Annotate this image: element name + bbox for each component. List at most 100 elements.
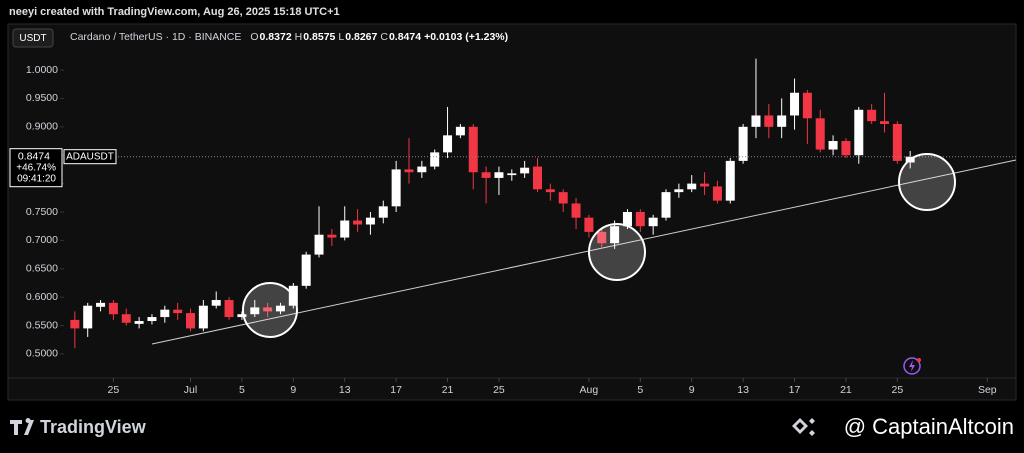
candle-body xyxy=(533,166,542,190)
x-tick-label: 17 xyxy=(390,384,402,396)
candle-body xyxy=(353,220,363,225)
x-tick-label: 21 xyxy=(442,384,454,396)
currency-button-label[interactable]: USDT xyxy=(19,33,46,44)
ohlc-key: H xyxy=(295,31,303,43)
candle-body xyxy=(892,123,902,161)
candle-body xyxy=(340,220,350,238)
ohlc-value: 0.8267 xyxy=(345,31,377,43)
x-tick-label: 25 xyxy=(108,384,120,396)
y-tick-label: 0.6500 xyxy=(26,263,58,275)
y-tick-label: 0.9500 xyxy=(26,92,58,104)
chart-panel xyxy=(7,23,1017,401)
credit-logo xyxy=(792,418,815,436)
brand-name: TradingView xyxy=(40,417,147,437)
top-note: neeyi created with TradingView.com, Aug … xyxy=(9,6,340,18)
candle-body xyxy=(751,115,761,127)
candle-body xyxy=(802,92,812,119)
candle-body xyxy=(327,234,337,238)
credit: @ CaptainAltcoin xyxy=(844,414,1014,439)
candle-body xyxy=(314,234,324,255)
candle-body xyxy=(661,192,671,218)
candle-body xyxy=(777,115,787,127)
candle-body xyxy=(404,169,414,173)
candle-body xyxy=(417,166,427,173)
candle-body xyxy=(764,115,774,127)
candle-body xyxy=(108,302,118,315)
candle-body xyxy=(250,307,260,315)
candle-body xyxy=(635,212,645,227)
candle-body xyxy=(224,300,234,318)
price-label-change: +46.74% xyxy=(16,162,56,173)
candle-body xyxy=(597,231,607,244)
alert-bolt xyxy=(909,360,915,372)
y-tick-label: 0.7500 xyxy=(26,206,58,218)
x-tick-label: 9 xyxy=(290,384,296,396)
x-tick-label: 25 xyxy=(891,384,903,396)
candle-body xyxy=(507,173,517,176)
x-tick-label: 21 xyxy=(840,384,852,396)
candle-body xyxy=(430,152,440,167)
y-tick-label: 0.6000 xyxy=(26,291,58,303)
x-tick-label: Aug xyxy=(580,384,599,396)
candle-body xyxy=(494,172,504,178)
candle-body xyxy=(520,167,530,174)
candle-body xyxy=(391,169,401,207)
x-tick-label: Sep xyxy=(978,384,997,396)
price-label-countdown: 09:41:20 xyxy=(17,173,56,184)
candle-body xyxy=(96,302,106,307)
candle-body xyxy=(712,186,722,201)
candle-body xyxy=(738,126,748,161)
x-tick-label: 13 xyxy=(339,384,351,396)
ohlc-value: 0.8474 xyxy=(389,31,421,43)
candle-body xyxy=(481,172,491,178)
symbol-tag-box xyxy=(63,149,117,165)
currency-button[interactable] xyxy=(12,28,54,48)
candle-body xyxy=(147,317,157,322)
candle-body xyxy=(687,183,697,190)
y-tick-label: 0.7000 xyxy=(26,234,58,246)
x-tick-label: 5 xyxy=(637,384,643,396)
highlight-circle xyxy=(898,153,956,211)
candle-body xyxy=(443,135,453,153)
candle-body xyxy=(237,314,247,318)
candle-body xyxy=(879,121,889,124)
ohlc-key: O xyxy=(250,31,258,43)
candle-body xyxy=(186,313,196,329)
x-tick-label: 17 xyxy=(789,384,801,396)
candle-body xyxy=(828,141,838,150)
x-tick-label: Jul xyxy=(184,384,197,396)
price-label-value: 0.8474 xyxy=(18,150,50,162)
legend-header: Cardano / TetherUS · 1D · BINANCE O 0.8372… xyxy=(70,31,508,43)
candle-body xyxy=(867,109,877,122)
price-label: 0.8474+46.74%09:41:20 ADAUSDT xyxy=(9,148,117,188)
candle-body xyxy=(790,92,800,116)
candle-body xyxy=(365,217,375,225)
symbol-tag: ADAUSDT xyxy=(66,151,114,162)
candle-body xyxy=(301,254,311,286)
alert-icon[interactable] xyxy=(903,357,921,375)
x-tick-label: 25 xyxy=(493,384,505,396)
candle-body xyxy=(160,309,170,318)
y-tick-label: 0.5000 xyxy=(26,348,58,360)
candle-body xyxy=(275,305,285,312)
candle-body xyxy=(815,118,825,150)
candle-body xyxy=(558,192,568,204)
candle-body xyxy=(134,321,144,324)
highlight-circle xyxy=(588,223,646,281)
candle-body xyxy=(725,160,735,201)
y-tick-label: 0.9000 xyxy=(26,121,58,133)
x-tick-label: 9 xyxy=(689,384,695,396)
highlight-circle xyxy=(242,282,298,338)
candle-body xyxy=(854,109,864,156)
candle-body xyxy=(70,319,80,329)
candle-body xyxy=(263,307,273,312)
candle-body xyxy=(121,314,131,323)
y-tick-label: 1.0000 xyxy=(26,64,58,76)
candle-body xyxy=(584,217,594,232)
price-label-box xyxy=(9,148,63,188)
candle-body xyxy=(455,126,465,136)
candle-body xyxy=(841,141,851,156)
candle-body xyxy=(198,305,208,329)
x-tick-label: 5 xyxy=(239,384,245,396)
